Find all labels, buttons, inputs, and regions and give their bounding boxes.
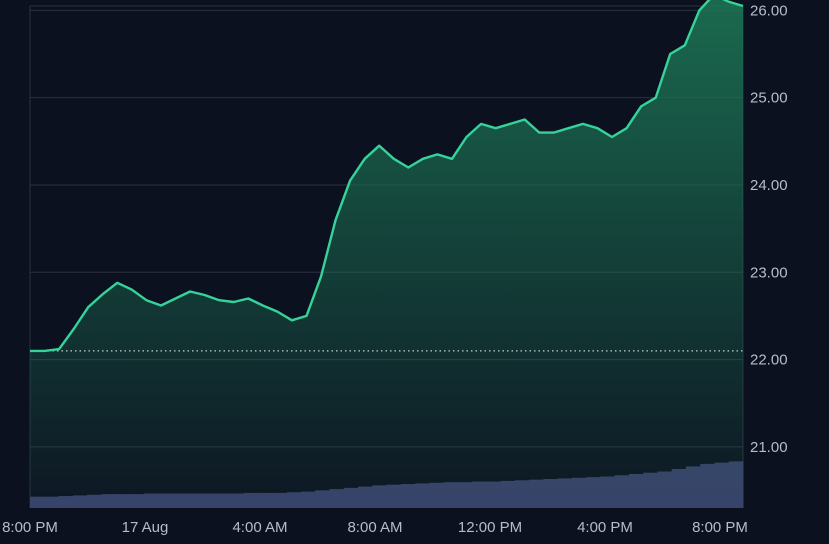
y-tick-label: 25.00	[750, 90, 788, 107]
x-tick-label: 8:00 AM	[347, 519, 402, 536]
x-tick-label: 4:00 AM	[232, 519, 287, 536]
y-tick-label: 26.00	[750, 2, 788, 19]
x-tick-label: 8:00 PM	[692, 519, 748, 536]
x-tick-label: 8:00 PM	[2, 519, 58, 536]
x-tick-label: 17 Aug	[122, 519, 169, 536]
y-tick-label: 21.00	[750, 439, 788, 456]
x-axis: 8:00 PM 17 Aug 4:00 AM 8:00 AM 12:00 PM 4:00 …	[2, 519, 748, 536]
price-area-fill	[30, 0, 743, 508]
y-tick-label: 23.00	[750, 264, 788, 281]
price-line-up[interactable]	[30, 0, 744, 353]
x-tick-label: 4:00 PM	[577, 519, 633, 536]
y-tick-label: 22.00	[750, 352, 788, 369]
price-area	[30, 0, 743, 508]
price-line[interactable]	[30, 0, 744, 353]
y-axis: 21.00 22.00 23.00 24.00 25.00 26.00	[750, 2, 788, 456]
y-tick-label: 24.00	[750, 177, 788, 194]
x-tick-label: 12:00 PM	[458, 519, 522, 536]
